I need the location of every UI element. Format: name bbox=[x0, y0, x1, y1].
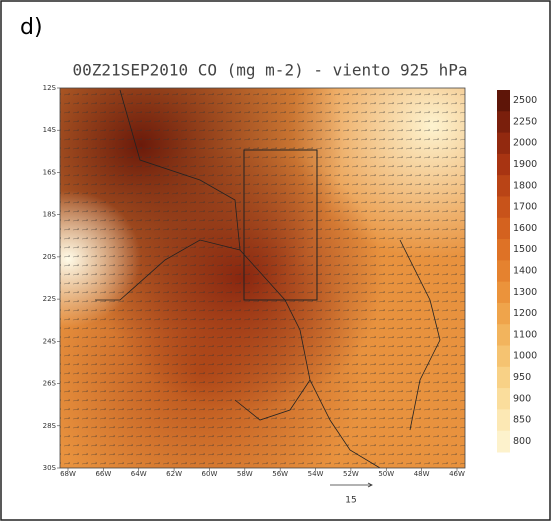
lon-label: 48W bbox=[414, 470, 430, 478]
lon-label: 64W bbox=[131, 470, 147, 478]
colorbar-label: 1400 bbox=[513, 266, 537, 277]
colorbar-swatch bbox=[497, 302, 510, 325]
colorbar-swatch bbox=[497, 132, 510, 155]
lon-label: 56W bbox=[272, 470, 288, 478]
colorbar-label: 1700 bbox=[513, 202, 537, 213]
lon-label: 54W bbox=[308, 470, 324, 478]
colorbar-label: 1800 bbox=[513, 180, 537, 191]
lon-label: 46W bbox=[449, 470, 465, 478]
lat-label: 30S bbox=[43, 464, 57, 472]
map-field bbox=[60, 88, 465, 468]
lat-label: 12S bbox=[43, 84, 57, 92]
vector-scale-head bbox=[367, 482, 373, 488]
colorbar-swatch bbox=[497, 430, 510, 453]
colorbar-label: 2250 bbox=[513, 116, 537, 127]
colorbar-label: 1100 bbox=[513, 329, 537, 340]
lon-label: 52W bbox=[343, 470, 359, 478]
colorbar-swatch bbox=[497, 366, 510, 389]
colorbar-swatch bbox=[497, 111, 510, 134]
lon-label: 50W bbox=[378, 470, 394, 478]
lon-label: 62W bbox=[166, 470, 182, 478]
lat-label: 26S bbox=[43, 380, 57, 388]
colorbar-label: 1000 bbox=[513, 351, 537, 362]
lat-label: 18S bbox=[43, 211, 57, 219]
colorbar-swatch bbox=[497, 175, 510, 197]
map-border bbox=[59, 87, 466, 469]
colorbar-swatch bbox=[497, 281, 510, 304]
colorbar-swatch bbox=[497, 324, 510, 347]
colorbar-swatch bbox=[497, 196, 510, 219]
lon-label: 66W bbox=[95, 470, 111, 478]
colorbar-swatch bbox=[497, 388, 510, 410]
colorbar-label: 1900 bbox=[513, 159, 537, 170]
colorbar-label: 1200 bbox=[513, 308, 537, 319]
lat-label: 20S bbox=[43, 253, 57, 261]
colorbar-swatch bbox=[497, 90, 510, 112]
colorbar-label: 1500 bbox=[513, 244, 537, 255]
colorbar-label: 950 bbox=[513, 372, 531, 383]
vector-scale-label: 15 bbox=[345, 496, 356, 506]
colorbar-label: 900 bbox=[513, 393, 531, 404]
colorbar-label: 2000 bbox=[513, 138, 537, 149]
lat-label: 16S bbox=[43, 168, 57, 176]
map-title: 00Z21SEP2010 CO (mg m-2) - viento 925 hP… bbox=[73, 61, 468, 80]
colorbar-swatch bbox=[497, 217, 510, 240]
lon-label: 68W bbox=[60, 470, 76, 478]
panel-label: d) bbox=[20, 15, 43, 40]
lat-label: 22S bbox=[43, 295, 57, 303]
lat-label: 14S bbox=[43, 126, 57, 134]
colorbar-swatch bbox=[497, 345, 510, 368]
colorbar-label: 1300 bbox=[513, 287, 537, 298]
lat-label: 24S bbox=[43, 337, 57, 345]
colorbar-label: 2500 bbox=[513, 95, 537, 106]
colorbar-label: 850 bbox=[513, 415, 531, 426]
colorbar-swatch bbox=[497, 153, 510, 176]
colorbar-swatch bbox=[497, 409, 510, 432]
colorbar-swatch bbox=[497, 239, 510, 261]
colorbar-label: 1600 bbox=[513, 223, 537, 234]
colorbar-swatch bbox=[497, 260, 510, 283]
lon-label: 58W bbox=[237, 470, 253, 478]
lon-label: 60W bbox=[202, 470, 218, 478]
lat-label: 28S bbox=[43, 422, 57, 430]
colorbar-label: 800 bbox=[513, 436, 531, 447]
